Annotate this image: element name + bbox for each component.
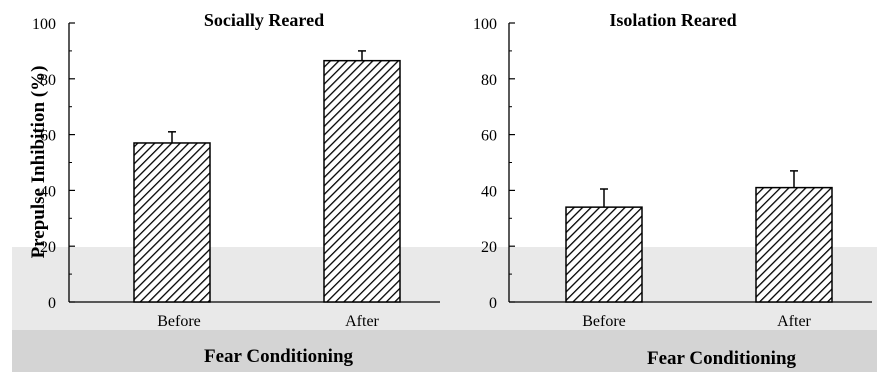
- y-tick-label: 60: [40, 128, 56, 145]
- panel-2: Isolation Reared 0 20 40 60 80 100 Before After: [473, 10, 872, 330]
- y-tick-label: 0: [48, 295, 56, 312]
- y-tick-label: 40: [40, 183, 56, 200]
- x-axis-title-right: Fear Conditioning: [647, 348, 797, 369]
- y-tick-label: 20: [40, 239, 56, 256]
- x-tick-label: After: [777, 313, 811, 330]
- x-tick-label: Before: [582, 313, 626, 330]
- y-tick-label: 0: [489, 295, 497, 312]
- x-tick-label: Before: [157, 313, 201, 330]
- panel-1: Socially Reared 0 20 40 60 80 100 Before After: [32, 10, 440, 330]
- y-tick-label: 60: [481, 128, 497, 145]
- y-tick-label: 100: [473, 16, 497, 33]
- y-tick-label: 100: [32, 16, 56, 33]
- panel-title: Socially Reared: [204, 10, 324, 30]
- y-tick-label: 40: [481, 183, 497, 200]
- bar: [565, 206, 643, 303]
- bar: [323, 59, 401, 303]
- y-axis-title: Prepulse Inhibition (%): [28, 66, 49, 259]
- y-tick-label: 80: [481, 72, 497, 89]
- y-tick-label: 20: [481, 239, 497, 256]
- x-tick-label: After: [345, 313, 379, 330]
- y-tick-label: 80: [40, 72, 56, 89]
- panel-title: Isolation Reared: [609, 10, 736, 30]
- x-axis-title-left: Fear Conditioning: [204, 346, 354, 367]
- overlay-band-bottom: [12, 330, 877, 372]
- bar: [133, 142, 211, 303]
- bar: [755, 186, 833, 303]
